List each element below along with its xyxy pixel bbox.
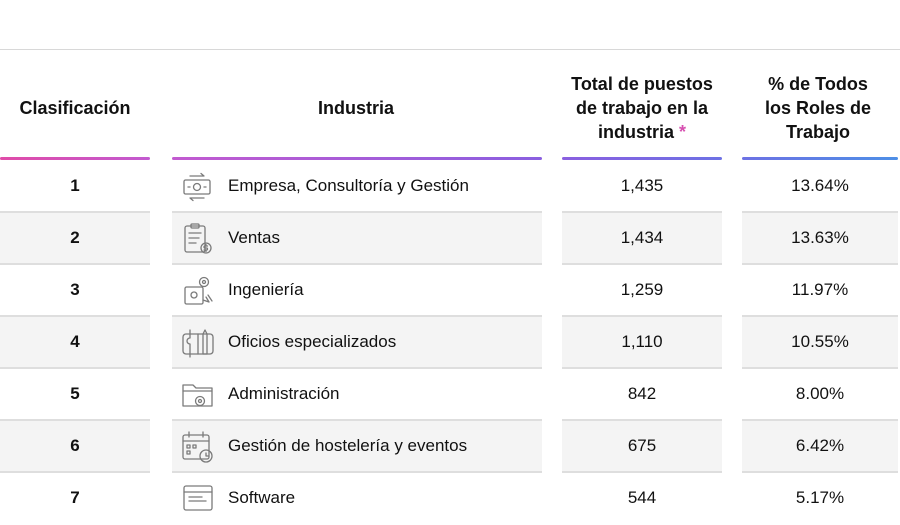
footnote-asterisk: * xyxy=(679,122,687,142)
table-row: 5 Administración 842 8.00% xyxy=(0,369,900,421)
row-divider xyxy=(742,263,898,265)
percent-cell: 13.64% xyxy=(791,176,849,195)
header-underline-industry xyxy=(172,157,542,160)
table-row: 7 Software 544 5.17% xyxy=(0,473,900,525)
rank-cell: 6 xyxy=(0,421,150,471)
row-divider xyxy=(562,367,722,369)
row-divider xyxy=(172,211,542,213)
industry-cell: Ventas xyxy=(172,213,542,263)
sales-clipboard-icon xyxy=(184,223,212,254)
header-industry: Industria xyxy=(317,98,394,118)
header-pct-line-1: % de Todos xyxy=(768,74,868,94)
percent-cell: 8.00% xyxy=(795,384,845,403)
industry-cell: Oficios especializados xyxy=(172,317,542,367)
row-divider xyxy=(172,263,542,265)
row-divider xyxy=(562,419,722,421)
total-cell: 1,259 xyxy=(620,280,664,299)
row-divider xyxy=(0,315,150,317)
total-cell: 1,435 xyxy=(620,176,664,195)
folder-gear-icon xyxy=(182,384,213,407)
header-pct-line-2: los Roles de xyxy=(764,98,872,118)
header-underline-rank xyxy=(0,157,150,160)
industry-label: Ventas xyxy=(228,228,280,247)
header-total-line-2: de trabajo en la xyxy=(575,98,709,118)
row-divider xyxy=(742,367,898,369)
rank-cell: 5 xyxy=(70,384,80,403)
row-divider xyxy=(742,211,898,213)
software-window-icon xyxy=(183,485,213,511)
industry-cell: Software xyxy=(172,473,542,523)
engineering-gear-icon xyxy=(184,276,213,305)
header-underline-total xyxy=(562,157,722,160)
industry-label: Ingeniería xyxy=(228,280,304,299)
header-total-line-1: Total de puestos xyxy=(571,74,713,94)
header-rank: Clasificación xyxy=(19,98,131,118)
row-divider xyxy=(172,419,542,421)
table-row: 4 Oficios especializados 1,110 10.55% xyxy=(0,317,900,369)
industry-label: Gestión de hostelería y eventos xyxy=(228,436,468,455)
industry-cell: Administración xyxy=(172,369,542,419)
rank-cell: 4 xyxy=(0,317,150,367)
tools-icon xyxy=(182,329,214,358)
row-divider xyxy=(0,471,150,473)
industry-label: Empresa, Consultoría y Gestión xyxy=(228,176,469,195)
row-divider xyxy=(0,367,150,369)
row-divider xyxy=(742,315,898,317)
top-divider xyxy=(0,49,900,50)
total-cell: 544 xyxy=(627,488,657,507)
row-divider xyxy=(172,367,542,369)
industry-label: Administración xyxy=(228,384,340,403)
percent-cell: 5.17% xyxy=(795,488,845,507)
row-divider xyxy=(562,263,722,265)
total-cell: 1,434 xyxy=(562,213,722,263)
row-divider xyxy=(172,315,542,317)
industry-cell: Gestión de hostelería y eventos xyxy=(172,421,542,471)
header-underline-percent xyxy=(742,157,898,160)
header-total-line-3: industria * xyxy=(597,122,687,142)
total-cell: 675 xyxy=(562,421,722,471)
row-divider xyxy=(0,263,150,265)
rank-cell: 1 xyxy=(70,176,80,195)
row-divider xyxy=(562,315,722,317)
percent-cell: 11.97% xyxy=(791,280,849,299)
percent-cell: 6.42% xyxy=(742,421,898,471)
row-divider xyxy=(172,471,542,473)
table-row: 2 Ventas 1,434 13.63% xyxy=(0,213,900,265)
percent-cell: 10.55% xyxy=(742,317,898,367)
table-row: 1 Empresa, Consultoría y Gestión 1,435 1… xyxy=(0,161,900,213)
rank-cell: 2 xyxy=(0,213,150,263)
header-total-jobs: Total de puestos de trabajo en la indust… xyxy=(560,72,724,144)
calendar-clock-icon xyxy=(182,431,213,463)
percent-cell: 13.63% xyxy=(742,213,898,263)
row-divider xyxy=(562,471,722,473)
row-divider xyxy=(0,211,150,213)
row-divider xyxy=(0,419,150,421)
industry-cell: Ingeniería xyxy=(172,265,542,315)
industry-label: Software xyxy=(228,488,296,507)
row-divider xyxy=(742,471,898,473)
table-row: 3 Ingeniería 1,259 11.97% xyxy=(0,265,900,317)
rank-cell: 3 xyxy=(70,280,80,299)
total-cell: 842 xyxy=(627,384,657,403)
row-divider xyxy=(742,419,898,421)
total-cell: 1,110 xyxy=(562,317,722,367)
row-divider xyxy=(562,211,722,213)
industry-label: Oficios especializados xyxy=(228,332,397,351)
table-row: 6 Gestión de hostelería y eventos 675 6.… xyxy=(0,421,900,473)
money-exchange-icon xyxy=(183,172,211,202)
rank-cell: 7 xyxy=(70,488,80,507)
header-percent: % de Todos los Roles de Trabajo xyxy=(742,72,894,144)
industry-cell: Empresa, Consultoría y Gestión xyxy=(172,161,542,211)
header-pct-line-3: Trabajo xyxy=(785,122,851,142)
